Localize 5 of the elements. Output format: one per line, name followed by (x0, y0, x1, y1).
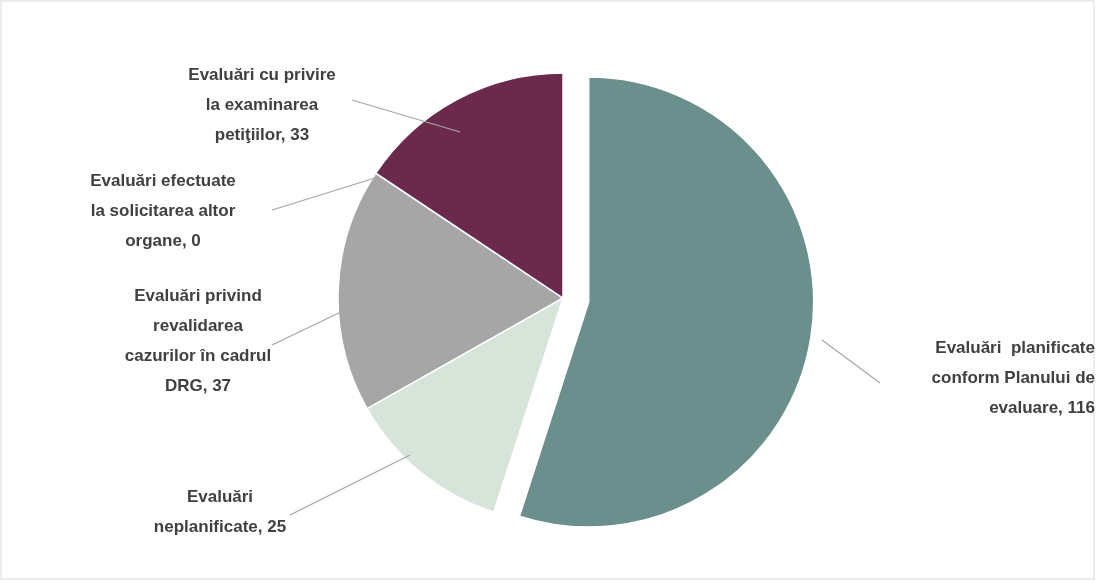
slice-label: Evaluări neplanificate, 25 (153, 487, 287, 536)
category-label: Evaluări efectuate la solicitarea altor organe, 0 (90, 171, 236, 250)
slice-label: Evaluări privind revalidarea cazurilor în cadrul DRG, 37 (124, 286, 272, 395)
slice-label: Evaluări planificate conform Planului de evaluare, 116 (931, 338, 1095, 417)
slice-label: Evaluări cu privire la examinarea petiţiilor, 33 (188, 65, 336, 144)
